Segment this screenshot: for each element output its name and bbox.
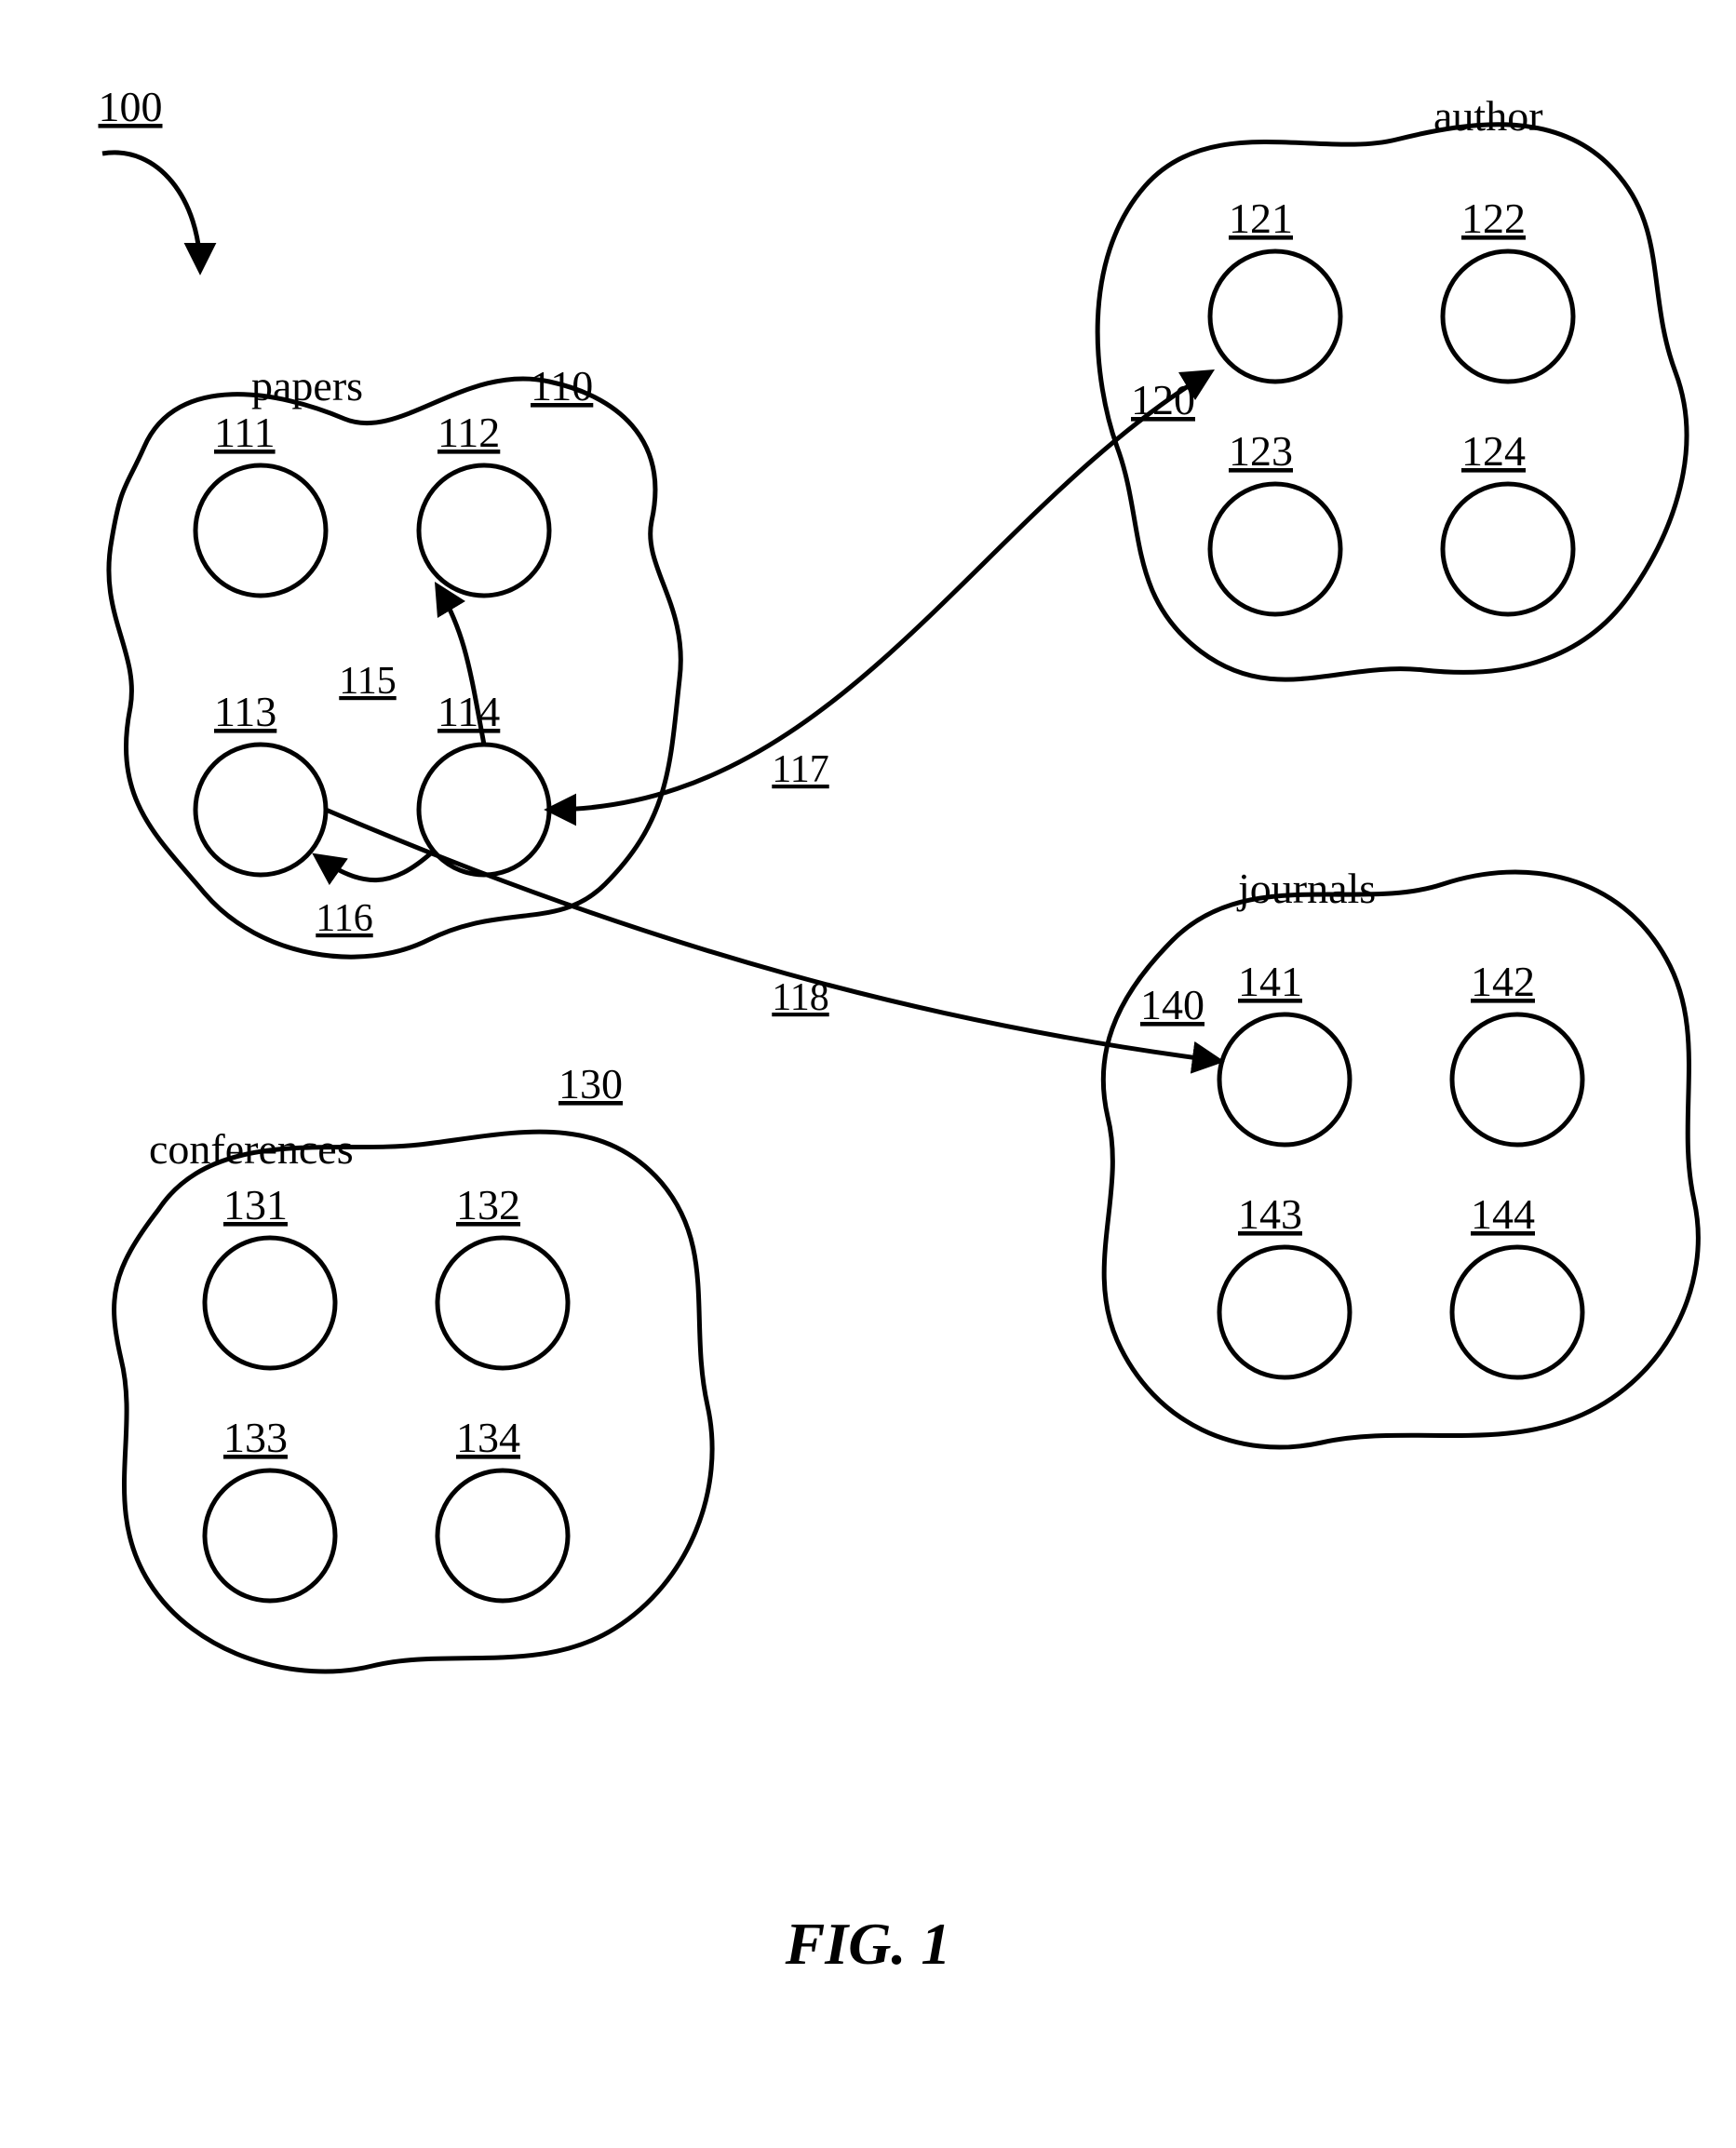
edge-label-117: 117: [772, 748, 828, 791]
node-label-113: 113: [214, 688, 276, 735]
edge-label-118: 118: [772, 976, 828, 1019]
node-label-123: 123: [1229, 427, 1293, 475]
node-label-122: 122: [1461, 195, 1526, 242]
node-121: [1210, 251, 1340, 382]
node-label-114: 114: [437, 688, 500, 735]
node-label-124: 124: [1461, 427, 1526, 475]
node-141: [1219, 1014, 1350, 1145]
node-label-141: 141: [1238, 958, 1302, 1005]
cluster-title-author: author: [1433, 92, 1543, 140]
node-112: [419, 465, 549, 596]
node-label-142: 142: [1471, 958, 1535, 1005]
node-label-134: 134: [456, 1414, 520, 1461]
node-124: [1443, 484, 1573, 614]
cluster-title-journals: journals: [1236, 865, 1376, 912]
cluster-id-papers: 110: [531, 362, 593, 409]
cluster-title-conferences: conferences: [149, 1125, 354, 1173]
node-143: [1219, 1247, 1350, 1377]
node-label-144: 144: [1471, 1190, 1535, 1238]
cluster-blob-conferences: [114, 1132, 713, 1671]
edge-118: [326, 810, 1219, 1061]
root-pointer: [102, 153, 200, 270]
node-label-111: 111: [214, 409, 276, 456]
node-113: [195, 745, 326, 875]
node-134: [437, 1470, 568, 1601]
node-131: [205, 1238, 335, 1368]
edge-label-116: 116: [316, 897, 372, 940]
node-label-131: 131: [223, 1181, 288, 1228]
figure-label: FIG. 1: [785, 1911, 951, 1977]
node-122: [1443, 251, 1573, 382]
node-132: [437, 1238, 568, 1368]
node-133: [205, 1470, 335, 1601]
node-label-121: 121: [1229, 195, 1293, 242]
node-142: [1452, 1014, 1582, 1145]
edge-label-115: 115: [339, 660, 396, 703]
node-123: [1210, 484, 1340, 614]
cluster-title-papers: papers: [251, 362, 363, 409]
cluster-id-journals: 140: [1140, 981, 1204, 1028]
node-144: [1452, 1247, 1582, 1377]
node-label-132: 132: [456, 1181, 520, 1228]
edge-117: [549, 372, 1210, 810]
node-label-133: 133: [223, 1414, 288, 1461]
cluster-id-conferences: 130: [558, 1060, 623, 1108]
node-111: [195, 465, 326, 596]
node-label-112: 112: [437, 409, 500, 456]
node-label-143: 143: [1238, 1190, 1302, 1238]
cluster-id-author: 120: [1131, 376, 1195, 423]
root-label: 100: [99, 83, 163, 130]
cluster-blob-journals: [1103, 872, 1698, 1447]
edge-116: [316, 852, 433, 880]
